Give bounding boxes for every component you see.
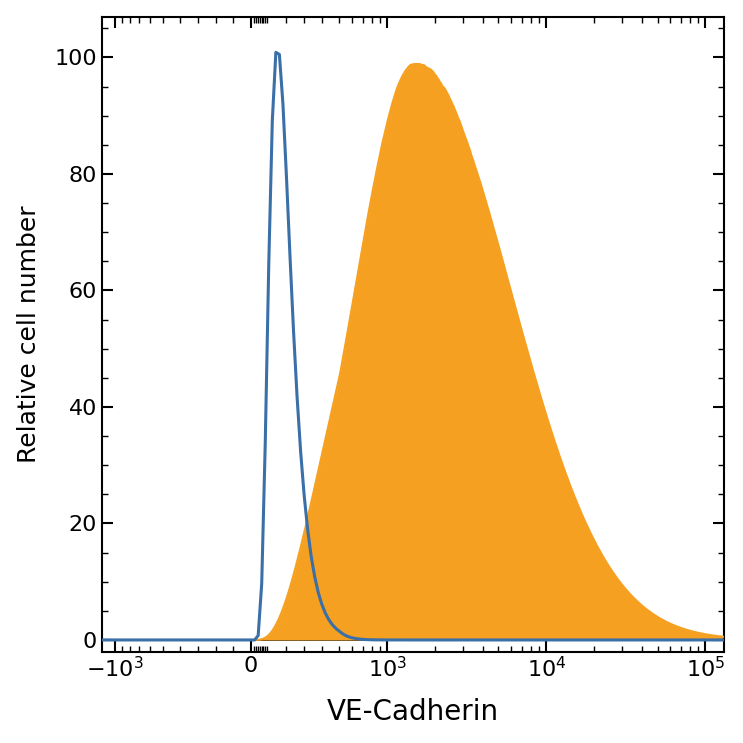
Y-axis label: Relative cell number: Relative cell number bbox=[16, 205, 41, 463]
X-axis label: VE-Cadherin: VE-Cadherin bbox=[327, 698, 499, 727]
